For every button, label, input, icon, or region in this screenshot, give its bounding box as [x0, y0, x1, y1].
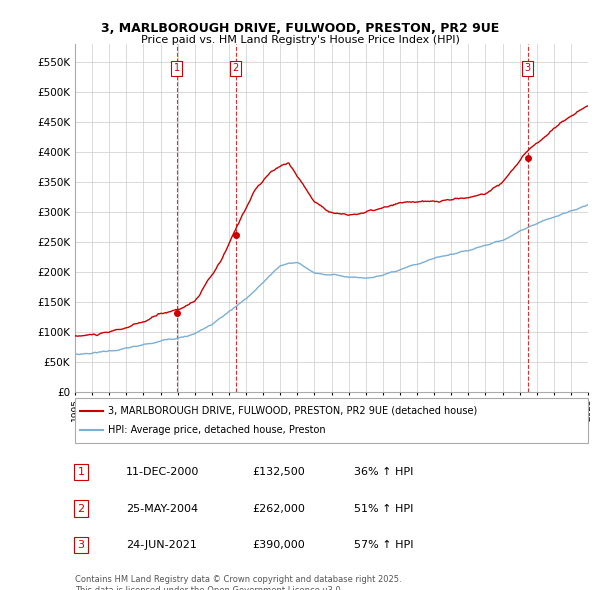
Text: 57% ↑ HPI: 57% ↑ HPI: [354, 540, 413, 550]
Text: Contains HM Land Registry data © Crown copyright and database right 2025.
This d: Contains HM Land Registry data © Crown c…: [75, 575, 401, 590]
Text: 3: 3: [77, 540, 85, 550]
Text: 51% ↑ HPI: 51% ↑ HPI: [354, 504, 413, 513]
Text: 1: 1: [77, 467, 85, 477]
Text: 3: 3: [525, 63, 531, 73]
Text: 24-JUN-2021: 24-JUN-2021: [126, 540, 197, 550]
Text: £390,000: £390,000: [252, 540, 305, 550]
Text: £132,500: £132,500: [252, 467, 305, 477]
Text: 3, MARLBOROUGH DRIVE, FULWOOD, PRESTON, PR2 9UE (detached house): 3, MARLBOROUGH DRIVE, FULWOOD, PRESTON, …: [109, 406, 478, 415]
Text: 2: 2: [77, 504, 85, 513]
Text: 1: 1: [173, 63, 179, 73]
Text: HPI: Average price, detached house, Preston: HPI: Average price, detached house, Pres…: [109, 425, 326, 435]
FancyBboxPatch shape: [75, 398, 588, 442]
Text: 11-DEC-2000: 11-DEC-2000: [126, 467, 199, 477]
Text: £262,000: £262,000: [252, 504, 305, 513]
Text: 2: 2: [232, 63, 239, 73]
Text: 3, MARLBOROUGH DRIVE, FULWOOD, PRESTON, PR2 9UE: 3, MARLBOROUGH DRIVE, FULWOOD, PRESTON, …: [101, 22, 499, 35]
Text: 25-MAY-2004: 25-MAY-2004: [126, 504, 198, 513]
Text: Price paid vs. HM Land Registry's House Price Index (HPI): Price paid vs. HM Land Registry's House …: [140, 35, 460, 45]
Text: 36% ↑ HPI: 36% ↑ HPI: [354, 467, 413, 477]
